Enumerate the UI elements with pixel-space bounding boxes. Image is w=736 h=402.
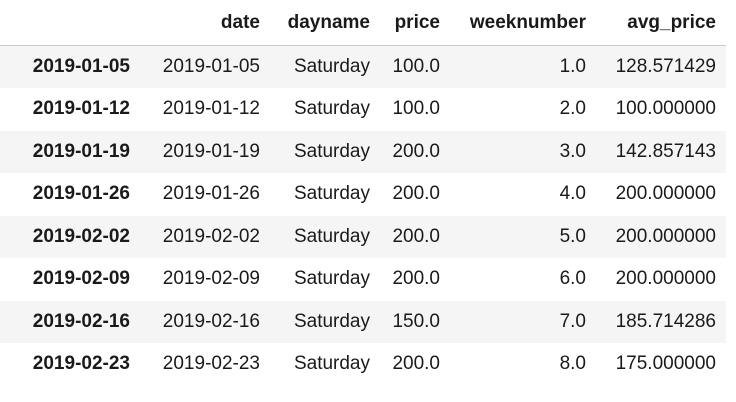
header-row: date dayname price weeknumber avg_price <box>0 0 726 46</box>
table-row: 2019-01-19 2019-01-19 Saturday 200.0 3.0… <box>0 130 726 173</box>
row-index: 2019-01-26 <box>32 183 130 205</box>
table-row: 2019-02-23 2019-02-23 Saturday 200.0 8.0… <box>0 343 726 386</box>
cell-weeknumber: 3.0 <box>559 140 586 162</box>
cell-price: 150.0 <box>392 310 440 332</box>
cell-date: 2019-01-12 <box>162 98 260 120</box>
cell-weeknumber: 7.0 <box>559 310 586 332</box>
row-index: 2019-01-12 <box>32 98 130 120</box>
cell-date: 2019-02-02 <box>162 225 260 247</box>
row-index: 2019-01-19 <box>32 140 130 162</box>
cell-price: 200.0 <box>392 225 440 247</box>
cell-weeknumber: 1.0 <box>559 56 586 77</box>
row-index: 2019-02-09 <box>32 268 130 290</box>
column-header-weeknumber: weeknumber <box>450 0 596 46</box>
table-row: 2019-02-16 2019-02-16 Saturday 150.0 7.0… <box>0 300 726 343</box>
column-header-dayname: dayname <box>270 0 380 46</box>
cell-avg-price: 185.714286 <box>615 310 716 332</box>
cell-dayname: Saturday <box>293 56 370 77</box>
cell-dayname: Saturday <box>293 98 370 120</box>
table-header: date dayname price weeknumber avg_price <box>0 0 726 46</box>
cell-dayname: Saturday <box>293 353 370 375</box>
column-header-avg-price: avg_price <box>596 0 726 46</box>
row-index: 2019-02-16 <box>32 310 130 332</box>
cell-weeknumber: 2.0 <box>559 98 586 120</box>
column-header-price: price <box>380 0 450 46</box>
cell-dayname: Saturday <box>293 310 370 332</box>
cell-avg-price: 100.000000 <box>615 98 716 120</box>
cell-weeknumber: 6.0 <box>559 268 586 290</box>
table-row: 2019-01-26 2019-01-26 Saturday 200.0 4.0… <box>0 173 726 216</box>
table-row: 2019-02-09 2019-02-09 Saturday 200.0 6.0… <box>0 258 726 301</box>
cell-date: 2019-02-23 <box>162 353 260 375</box>
cell-price: 200.0 <box>392 140 440 162</box>
cell-avg-price: 142.857143 <box>615 140 716 162</box>
row-index: 2019-02-02 <box>32 225 130 247</box>
cell-weeknumber: 5.0 <box>559 225 586 247</box>
cell-weeknumber: 4.0 <box>559 183 586 205</box>
row-index: 2019-01-05 <box>32 56 130 77</box>
table-row: 2019-01-12 2019-01-12 Saturday 100.0 2.0… <box>0 88 726 131</box>
cell-date: 2019-02-09 <box>162 268 260 290</box>
table-row: 2019-01-05 2019-01-05 Saturday 100.0 1.0… <box>0 45 726 88</box>
dataframe-table: date dayname price weeknumber avg_price … <box>0 0 726 386</box>
cell-date: 2019-01-05 <box>162 56 260 77</box>
row-index: 2019-02-23 <box>32 353 130 375</box>
cell-dayname: Saturday <box>293 183 370 205</box>
cell-date: 2019-01-19 <box>162 140 260 162</box>
cell-date: 2019-01-26 <box>162 183 260 205</box>
column-header-date: date <box>140 0 270 46</box>
cell-avg-price: 200.000000 <box>615 183 716 205</box>
cell-dayname: Saturday <box>293 225 370 247</box>
cell-price: 100.0 <box>392 98 440 120</box>
cell-date: 2019-02-16 <box>162 310 260 332</box>
table-body: 2019-01-05 2019-01-05 Saturday 100.0 1.0… <box>0 45 726 386</box>
cell-weeknumber: 8.0 <box>559 353 586 375</box>
cell-dayname: Saturday <box>293 140 370 162</box>
table-row: 2019-02-02 2019-02-02 Saturday 200.0 5.0… <box>0 215 726 258</box>
cell-price: 200.0 <box>392 268 440 290</box>
cell-avg-price: 128.571429 <box>615 56 716 77</box>
cell-avg-price: 200.000000 <box>615 225 716 247</box>
cell-dayname: Saturday <box>293 268 370 290</box>
cell-avg-price: 175.000000 <box>615 353 716 375</box>
cell-price: 200.0 <box>392 183 440 205</box>
cell-price: 200.0 <box>392 353 440 375</box>
cell-price: 100.0 <box>392 56 440 77</box>
cell-avg-price: 200.000000 <box>615 268 716 290</box>
index-header <box>0 0 140 46</box>
